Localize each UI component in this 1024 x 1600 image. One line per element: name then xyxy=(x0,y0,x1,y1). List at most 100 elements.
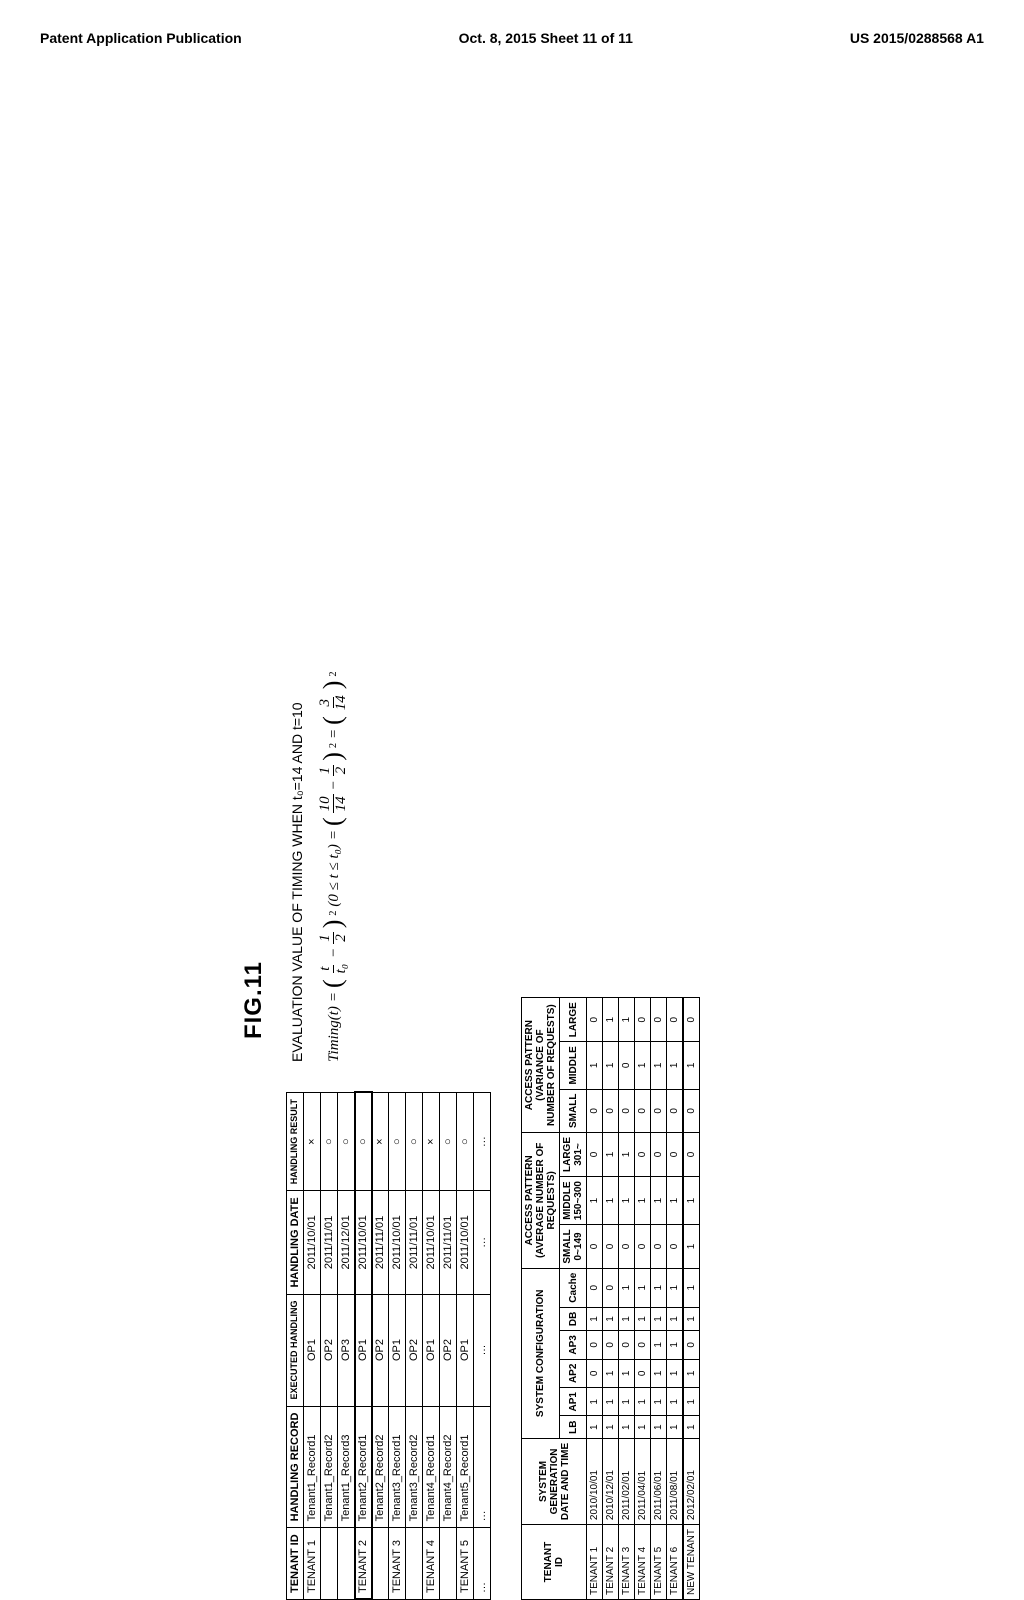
table-cell: 1 xyxy=(651,1177,667,1225)
table-cell: 1 xyxy=(683,1177,700,1225)
table-cell: 1 xyxy=(619,1307,635,1330)
table-cell: 0 xyxy=(587,998,603,1042)
grp-access-avg: ACCESS PATTERN(AVERAGE NUMBER OFREQUESTS… xyxy=(522,1133,560,1269)
grp-sys-conf: SYSTEM CONFIGURATION xyxy=(522,1268,560,1438)
square-3: 2 xyxy=(326,672,342,677)
table-row: TENANT 5Tenant5_Record1OP12011/10/01○ xyxy=(457,1092,474,1599)
sub-col: AP3 xyxy=(560,1331,587,1359)
table-cell: 0 xyxy=(619,1089,635,1132)
table-cell: Tenant1_Record2 xyxy=(321,1406,338,1528)
minus-1: − xyxy=(322,948,346,958)
table-cell: 0 xyxy=(587,1225,603,1268)
table-cell: 2011/06/01 xyxy=(651,1438,667,1524)
table-cell: 1 xyxy=(635,1416,651,1438)
table-cell: OP3 xyxy=(338,1294,355,1406)
table-row: TENANT 52011/06/01111111010010 xyxy=(651,998,667,1600)
table-cell xyxy=(321,1528,338,1600)
equals-sign: = xyxy=(322,992,346,1002)
table-cell: TENANT 6 xyxy=(667,1525,684,1600)
table-cell xyxy=(372,1528,389,1600)
table-cell: TENANT 1 xyxy=(304,1528,321,1600)
table-cell: 0 xyxy=(635,998,651,1042)
table-cell: 1 xyxy=(603,998,619,1042)
grp-access-var: ACCESS PATTERN(VARIANCE OFNUMBER OF REQU… xyxy=(522,998,560,1133)
table-cell: Tenant3_Record1 xyxy=(389,1406,406,1528)
table-cell: TENANT 4 xyxy=(423,1528,440,1600)
fraction-10-14: 10 14 xyxy=(318,794,349,813)
table-cell: 1 xyxy=(667,1416,684,1438)
table-cell: 0 xyxy=(587,1268,603,1307)
table-cell: TENANT 1 xyxy=(587,1525,603,1600)
sub-col: MIDDLE xyxy=(560,1042,587,1089)
table-cell: 2011/10/01 xyxy=(389,1191,406,1294)
table-cell: 1 xyxy=(587,1042,603,1089)
table-cell: Tenant1_Record1 xyxy=(304,1406,321,1528)
table-cell: 2011/11/01 xyxy=(321,1191,338,1294)
fraction-one-half-2: 1 2 xyxy=(318,765,349,777)
table-cell: 1 xyxy=(619,998,635,1042)
table-cell: 1 xyxy=(635,1042,651,1089)
table-cell: 1 xyxy=(635,1388,651,1416)
table-cell: 1 xyxy=(651,1042,667,1089)
col-handling-record: HANDLING RECORD xyxy=(287,1406,304,1528)
table-cell: 1 xyxy=(619,1133,635,1177)
table-cell: 1 xyxy=(683,1268,700,1307)
table-cell: × xyxy=(372,1092,389,1190)
minus-2: − xyxy=(322,780,346,790)
table-cell: 0 xyxy=(683,998,700,1042)
table-cell: Tenant1_Record3 xyxy=(338,1406,355,1528)
table-cell: 2010/12/01 xyxy=(603,1438,619,1524)
table-cell: TENANT 5 xyxy=(651,1525,667,1600)
table-cell: 1 xyxy=(603,1359,619,1387)
figure-label: FIG.11 xyxy=(240,400,268,1600)
table-cell: 1 xyxy=(667,1388,684,1416)
table-cell: 1 xyxy=(667,1307,684,1330)
rotated-figure-block: FIG.11 TENANT ID HANDLING RECORD EXECUTE… xyxy=(240,400,700,1600)
table-cell: 0 xyxy=(635,1133,651,1177)
sub-col: LARGE xyxy=(560,998,587,1042)
table-cell: 0 xyxy=(619,1331,635,1359)
table-cell: 2011/10/01 xyxy=(304,1191,321,1294)
table-cell: 2011/04/01 xyxy=(635,1438,651,1524)
table-cell: OP1 xyxy=(457,1294,474,1406)
table-cell: OP2 xyxy=(440,1294,457,1406)
table-cell xyxy=(440,1528,457,1600)
table-cell: 1 xyxy=(635,1307,651,1330)
table-cell: OP1 xyxy=(355,1294,372,1406)
table-cell: NEW TENANT xyxy=(683,1525,700,1600)
table-cell: 0 xyxy=(667,998,684,1042)
paren-l-1: ( xyxy=(323,979,344,988)
table-cell: 0 xyxy=(635,1359,651,1387)
table-cell: 1 xyxy=(651,1331,667,1359)
table-cell: 1 xyxy=(651,1307,667,1330)
handling-table-header-row: TENANT ID HANDLING RECORD EXECUTED HANDL… xyxy=(287,1092,304,1599)
table-cell: 1 xyxy=(651,1359,667,1387)
table-cell: OP1 xyxy=(304,1294,321,1406)
equals-2: = xyxy=(322,830,346,840)
table-cell: 1 xyxy=(683,1388,700,1416)
table-cell: … xyxy=(474,1191,491,1294)
table-cell: OP2 xyxy=(406,1294,423,1406)
table-cell: 1 xyxy=(619,1177,635,1225)
table-row: Tenant1_Record2OP22011/11/01○ xyxy=(321,1092,338,1599)
table-cell: 1 xyxy=(683,1416,700,1438)
table-cell: 2012/02/01 xyxy=(683,1438,700,1524)
table-cell: 0 xyxy=(651,998,667,1042)
table-cell: 1 xyxy=(603,1307,619,1330)
table-cell: 2010/10/01 xyxy=(587,1438,603,1524)
sub-col: DB xyxy=(560,1307,587,1330)
table-cell: 2011/10/01 xyxy=(457,1191,474,1294)
table-cell: 1 xyxy=(667,1268,684,1307)
col-gen-time: SYSTEMGENERATIONDATE AND TIME xyxy=(522,1438,587,1524)
table-row: NEW TENANT2012/02/01111011110010 xyxy=(683,998,700,1600)
table-cell: 1 xyxy=(683,1042,700,1089)
sub-col: SMALL xyxy=(560,1089,587,1132)
table-cell: 1 xyxy=(587,1416,603,1438)
table-row: TENANT 2Tenant2_Record1OP12011/10/01○ xyxy=(355,1092,372,1599)
table-cell: 0 xyxy=(667,1225,684,1268)
table-cell: TENANT 3 xyxy=(619,1525,635,1600)
table-cell: ○ xyxy=(321,1092,338,1190)
table-cell: 1 xyxy=(651,1268,667,1307)
table-cell: ○ xyxy=(355,1092,372,1190)
formula-lhs: Timing(t) xyxy=(322,1006,346,1062)
